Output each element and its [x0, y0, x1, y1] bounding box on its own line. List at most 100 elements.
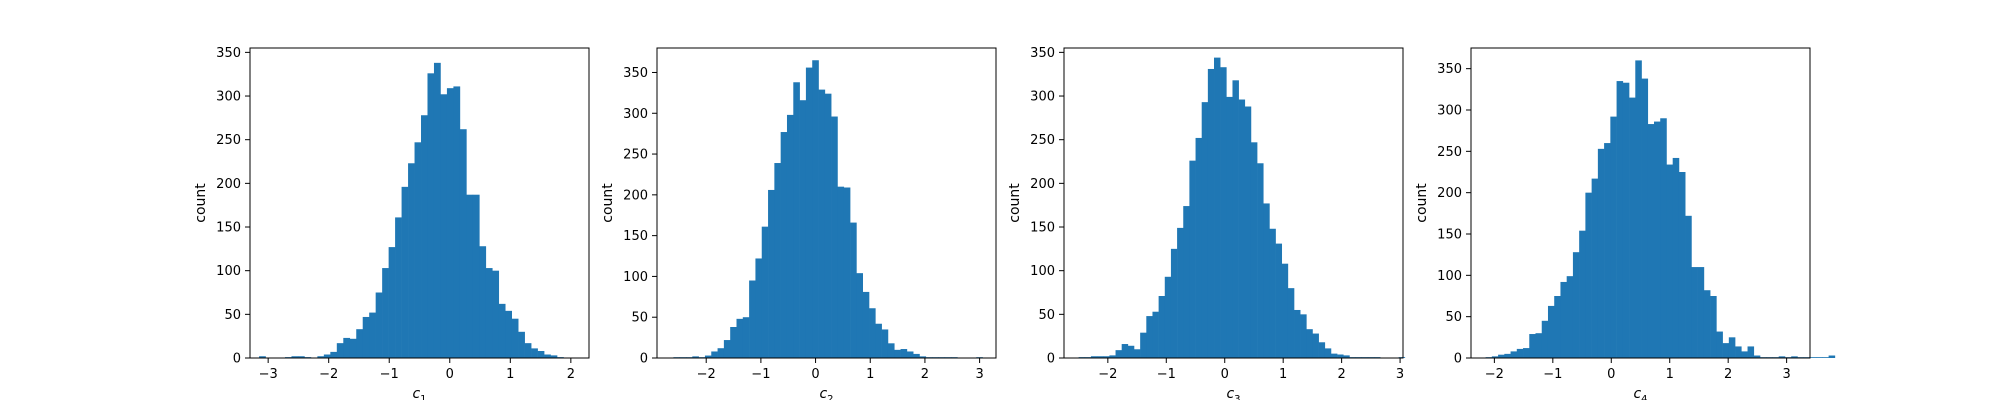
histogram-bar	[433, 62, 441, 358]
histogram-bar	[1275, 243, 1283, 358]
histogram-bar	[1214, 57, 1221, 359]
histogram-bar	[1491, 356, 1499, 358]
histogram-bar	[1809, 357, 1817, 358]
y-tick-label: 150	[623, 229, 648, 244]
histogram-bar	[1778, 356, 1786, 358]
histogram-bar	[1250, 142, 1258, 358]
histogram-bar	[1722, 343, 1730, 358]
y-tick-label: 300	[1030, 90, 1055, 105]
x-tick-label: 1	[1279, 367, 1287, 382]
histogram-bar	[1560, 281, 1567, 358]
histogram-bar	[837, 186, 845, 358]
y-tick-label: 250	[1437, 145, 1462, 160]
histogram-bar	[1232, 80, 1239, 358]
y-tick-label: 100	[1437, 269, 1462, 284]
histogram-bar	[761, 226, 769, 358]
x-tick-label: −2	[1098, 367, 1117, 382]
x-tick-label: 3	[975, 367, 983, 382]
histogram-bar	[1300, 314, 1307, 358]
x-tick-label: −2	[1485, 367, 1504, 382]
y-tick-label: 250	[623, 148, 648, 163]
histogram-bar	[511, 318, 519, 358]
histogram-bar	[1678, 172, 1686, 358]
histogram-bar	[1257, 163, 1264, 358]
histogram-bar	[537, 351, 545, 358]
histogram-bar	[408, 163, 415, 358]
histogram-bar	[323, 354, 331, 358]
y-tick-label: 50	[1445, 310, 1462, 325]
histogram-bar	[1170, 248, 1178, 358]
x-tick-label: −2	[319, 367, 338, 382]
histogram-bar	[711, 351, 718, 358]
y-tick-label: 100	[1030, 264, 1055, 279]
y-tick-label: 300	[1437, 104, 1462, 119]
plot-frame	[1470, 47, 1811, 359]
histogram-bar	[1115, 350, 1122, 358]
histogram-bar	[518, 331, 525, 358]
histogram-bar	[1343, 355, 1350, 358]
y-tick-label: 300	[216, 90, 241, 105]
histogram-bar	[317, 356, 325, 358]
y-tick-label: 50	[224, 308, 241, 323]
x-tick-label: −3	[259, 367, 278, 382]
x-tick-label: −1	[1543, 367, 1562, 382]
x-tick-label: −1	[751, 367, 770, 382]
histogram-bar	[881, 329, 889, 358]
histogram-bar	[1816, 357, 1823, 358]
histogram-bar	[1140, 332, 1147, 358]
y-tick-label: 250	[216, 133, 241, 148]
histogram-bar	[1691, 267, 1698, 358]
x-tick-label: 0	[811, 367, 819, 382]
histogram-bar	[704, 355, 712, 358]
histogram-bar	[1158, 296, 1166, 358]
histogram-bar	[466, 194, 474, 358]
histogram-bar	[913, 353, 920, 358]
histogram-bar	[1121, 344, 1129, 358]
x-tick-label: 2	[1724, 367, 1732, 382]
histogram-bar	[768, 189, 775, 358]
histogram-bar	[427, 73, 435, 358]
x-tick-label: 3	[1396, 367, 1404, 382]
histogram-bar	[1622, 82, 1630, 358]
histogram-bar	[1660, 118, 1667, 359]
y-tick-label: 100	[216, 264, 241, 279]
histogram-bar	[472, 194, 480, 358]
histogram-bar	[531, 348, 538, 358]
histogram-bar	[453, 86, 461, 359]
histogram-bar	[799, 100, 807, 359]
x-tick-label: 0	[446, 367, 454, 382]
histogram-bar	[780, 132, 788, 358]
x-axis-label: c1	[412, 386, 426, 400]
x-tick-label: 1	[866, 367, 874, 382]
y-tick-label: 300	[623, 107, 648, 122]
histogram-bar	[297, 356, 305, 358]
histogram-bar	[356, 329, 364, 358]
x-axis-label: c2	[819, 386, 833, 400]
histogram-bar	[1504, 353, 1511, 358]
histogram-bar	[330, 351, 338, 358]
x-tick-label: −1	[1157, 367, 1176, 382]
histogram-bar	[1535, 333, 1543, 358]
histogram-bar	[1610, 116, 1617, 358]
x-axis-label: c4	[1633, 386, 1647, 400]
histogram-bar	[1735, 346, 1742, 358]
y-tick-label: 0	[640, 352, 648, 367]
y-tick-label: 0	[1047, 352, 1055, 367]
y-tick-label: 200	[216, 177, 241, 192]
histogram-bar	[1207, 68, 1215, 359]
histogram-bar	[692, 356, 699, 358]
histogram-bar	[414, 142, 422, 358]
histogram-bar	[1516, 348, 1524, 358]
histogram-bar	[1828, 355, 1836, 358]
y-tick-label: 350	[1030, 46, 1055, 61]
subplot-2: −2 −1 0 1 2 3 0 50 100 150 200 250 300 350 c2 count	[600, 47, 997, 400]
histogram-bar	[786, 114, 794, 358]
y-tick-label: 50	[1038, 308, 1055, 323]
histogram-bar	[856, 273, 863, 358]
histogram-bar	[1306, 329, 1313, 358]
histogram-bar	[862, 291, 870, 358]
histogram-bar	[875, 323, 882, 358]
histogram-bar	[550, 355, 558, 358]
histogram-bar	[1312, 333, 1319, 358]
histogram-bar	[1697, 267, 1705, 358]
